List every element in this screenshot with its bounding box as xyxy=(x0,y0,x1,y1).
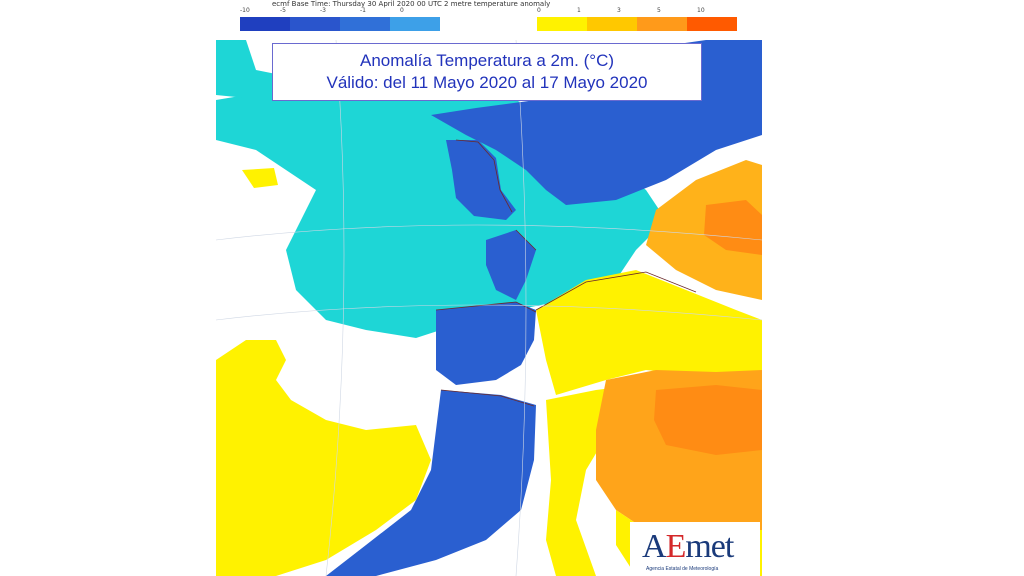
legend-tick: -10 xyxy=(240,7,250,14)
cold-legend-colorbar xyxy=(240,17,440,31)
legend-swatch xyxy=(240,17,290,31)
legend-tick: -5 xyxy=(280,7,286,14)
legend-tick: 5 xyxy=(657,7,661,14)
deep-orange-core xyxy=(654,385,762,455)
orange-eastern-europe xyxy=(646,160,762,300)
legend-swatch xyxy=(687,17,737,31)
temperature-anomaly-map xyxy=(216,40,762,576)
legend-tick: 0 xyxy=(537,7,541,14)
legend-swatch xyxy=(537,17,587,31)
legend-tick: 1 xyxy=(577,7,581,14)
blue-iberia xyxy=(436,302,536,385)
base-time-caption: ecmf Base Time: Thursday 30 April 2020 0… xyxy=(272,0,551,8)
blue-african-coast xyxy=(326,390,536,576)
legend-tick: 10 xyxy=(697,7,705,14)
map-title-line1: Anomalía Temperatura a 2m. (°C) xyxy=(359,51,615,70)
cold-legend-ticks: -10 -5 -3 -1 0 xyxy=(240,7,440,16)
warm-legend-ticks: 0 1 3 5 10 xyxy=(537,7,737,16)
yellow-sahara-strip xyxy=(546,385,636,576)
coastline-hint xyxy=(435,139,697,407)
cyan-top-strip xyxy=(216,40,546,128)
graticule-lines xyxy=(216,40,762,576)
yellow-small-patch xyxy=(242,168,278,188)
warm-legend-colorbar xyxy=(537,17,737,31)
legend-tick: 3 xyxy=(617,7,621,14)
blue-france-channel xyxy=(486,230,536,300)
legend-tick: -3 xyxy=(320,7,326,14)
legend-tick: -1 xyxy=(360,7,366,14)
aemet-logo-subtitle: Agencia Estatal de Meteorología xyxy=(646,566,719,572)
blue-britain xyxy=(446,140,516,220)
yellow-mediterranean xyxy=(536,270,762,395)
aemet-logo: AEmet Agencia Estatal de Meteorología xyxy=(630,522,760,576)
map-title-box: Anomalía Temperatura a 2m. (°C) Válido: … xyxy=(272,43,702,101)
deep-orange-balkans xyxy=(704,200,762,255)
legend-tick: 0 xyxy=(400,7,404,14)
map-title-line2: Válido: del 11 Mayo 2020 al 17 Mayo 2020 xyxy=(326,73,648,92)
yellow-atlantic-region xyxy=(216,340,431,576)
legend-swatch xyxy=(290,17,340,31)
legend-swatch xyxy=(340,17,390,31)
legend-swatch xyxy=(390,17,440,31)
aemet-logo-wordmark: AEmet xyxy=(642,528,734,565)
legend-swatch xyxy=(637,17,687,31)
legend-swatch xyxy=(587,17,637,31)
